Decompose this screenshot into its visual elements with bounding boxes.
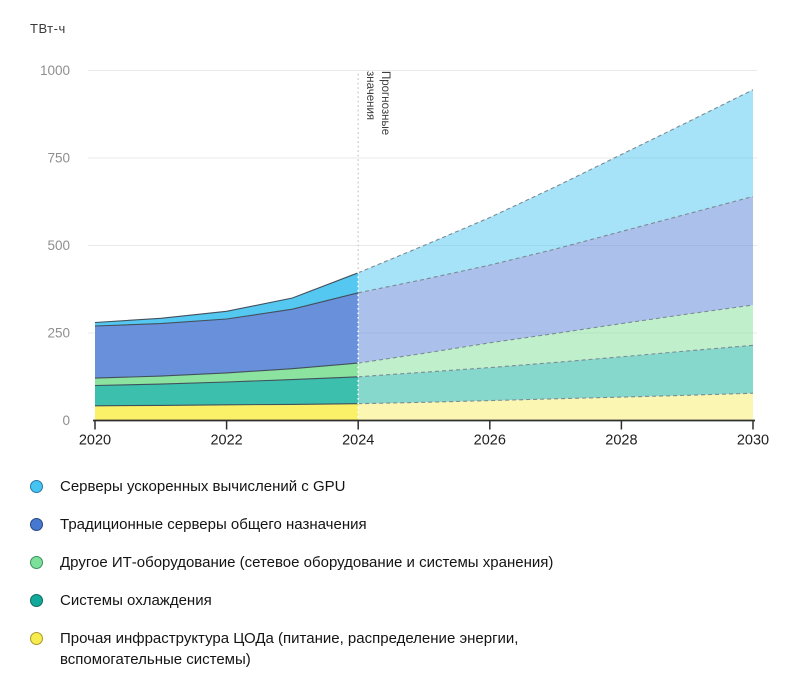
legend-label-gpu-servers: Серверы ускоренных вычислений с GPU — [60, 478, 346, 495]
y-axis-unit-label: ТВт-ч — [30, 21, 66, 36]
area-history-series-3 — [95, 292, 359, 379]
boundary-forecast-series-3 — [358, 195, 754, 294]
x-tick-label-2030: 2030 — [737, 433, 769, 449]
area-history-series-1 — [95, 376, 359, 406]
legend-item-other-infrastructure: Прочая инфраструктура ЦОДа (питание, рас… — [30, 628, 770, 670]
y-tick-label-500: 500 — [47, 238, 70, 253]
legend-item-cooling-systems: Системы охлаждения — [30, 590, 770, 611]
area-history-series-4 — [95, 272, 359, 326]
x-tick-label-2022: 2022 — [210, 433, 242, 449]
area-forecast-series-4 — [358, 89, 753, 293]
y-tick-label-0: 0 — [62, 413, 70, 428]
legend-label-other-infrastructure: Прочая инфраструктура ЦОДа (питание, рас… — [60, 630, 519, 668]
legend-dot-traditional-servers-icon — [30, 518, 43, 531]
stacked-area-chart: 2020 2022 2024 2026 2028 2030 0 250 500 750 1000 — [40, 63, 769, 449]
x-tick-label-2024: 2024 — [342, 433, 374, 449]
boundary-history-series-0 — [94, 403, 359, 407]
legend-label-traditional-servers: Традиционные серверы общего назначения — [60, 516, 367, 533]
boundary-forecast-series-1 — [358, 344, 754, 378]
boundary-history-series-3 — [94, 292, 359, 327]
legend-label-cooling-systems: Системы охлаждения — [60, 592, 212, 609]
x-tick-label-2020: 2020 — [79, 433, 111, 449]
boundary-forecast-series-4 — [357, 89, 754, 274]
legend-dot-cooling-systems-icon — [30, 594, 43, 607]
boundary-history-series-1 — [94, 376, 359, 387]
area-forecast-series-3 — [358, 196, 753, 364]
y-tick-label-250: 250 — [47, 326, 70, 341]
x-tick-label-2028: 2028 — [605, 433, 637, 449]
legend-dot-other-it-equipment-icon — [30, 556, 43, 569]
y-tick-label-750: 750 — [47, 151, 70, 166]
boundary-forecast-series-0 — [358, 392, 754, 405]
boundary-history-series-4 — [94, 272, 359, 324]
y-tick-label-1000: 1000 — [40, 63, 70, 78]
forecast-annotation-line2: значения — [364, 71, 376, 121]
boundary-forecast-series-2 — [358, 304, 754, 364]
legend-item-traditional-servers: Традиционные серверы общего назначения — [30, 514, 770, 535]
legend-dot-other-infrastructure-icon — [30, 632, 43, 645]
x-tick-label-2026: 2026 — [474, 433, 506, 449]
forecast-annotation-line1: Прогнозные — [379, 71, 391, 136]
area-forecast-series-2 — [358, 305, 753, 377]
area-forecast-series-0 — [358, 393, 753, 421]
legend-item-other-it-equipment: Другое ИТ-оборудование (сетевое оборудов… — [30, 552, 770, 573]
legend-label-other-it-equipment: Другое ИТ-оборудование (сетевое оборудов… — [60, 554, 554, 571]
area-history-series-0 — [95, 403, 359, 421]
legend: Серверы ускоренных вычислений с GPU Трад… — [30, 476, 770, 682]
area-forecast-series-1 — [358, 345, 753, 404]
legend-dot-gpu-servers-icon — [30, 480, 43, 493]
legend-item-gpu-servers: Серверы ускоренных вычислений с GPU — [30, 476, 770, 497]
boundary-history-series-2 — [94, 362, 359, 379]
forecast-annotation: Прогнозные значения — [362, 71, 392, 135]
